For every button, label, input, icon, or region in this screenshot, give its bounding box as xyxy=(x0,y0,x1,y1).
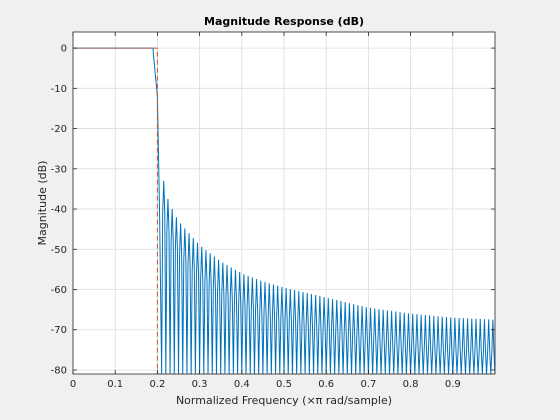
x-axis-label: Normalized Frequency (×π rad/sample) xyxy=(176,394,392,407)
ideal-response-line xyxy=(73,47,495,374)
ticks: 0 0.1 0.2 0.3 0.4 0.5 0.6 0.7 0.8 0.9 0 -10 -20 -30 -4… xyxy=(51,32,495,390)
chart-title: Magnitude Response (dB) xyxy=(204,15,364,28)
x-tick-label: 0.9 xyxy=(445,379,461,390)
x-tick-label: 0.2 xyxy=(149,379,165,390)
y-tick-label: -10 xyxy=(51,84,67,95)
x-tick-label: 0.6 xyxy=(318,379,334,390)
x-tick-label: 0.4 xyxy=(234,379,250,390)
y-tick-label: -50 xyxy=(51,245,67,256)
y-tick-label: -40 xyxy=(51,205,67,216)
y-tick-label: -30 xyxy=(51,164,67,175)
x-tick-label: 0.3 xyxy=(192,379,208,390)
y-axis-label: Magnitude (dB) xyxy=(36,161,49,246)
y-tick-label: -70 xyxy=(51,325,67,336)
y-tick-label: -80 xyxy=(51,365,67,376)
x-tick-label: 0.5 xyxy=(276,379,292,390)
y-tick-label: 0 xyxy=(61,44,67,55)
magnitude-response-line xyxy=(73,47,495,374)
plot-area xyxy=(73,47,495,374)
x-tick-label: 0 xyxy=(70,379,76,390)
x-tick-label: 0.7 xyxy=(360,379,376,390)
y-tick-label: -60 xyxy=(51,285,67,296)
y-tick-label: -20 xyxy=(51,124,67,135)
x-tick-label: 0.1 xyxy=(107,379,123,390)
x-tick-label: 0.8 xyxy=(403,379,419,390)
